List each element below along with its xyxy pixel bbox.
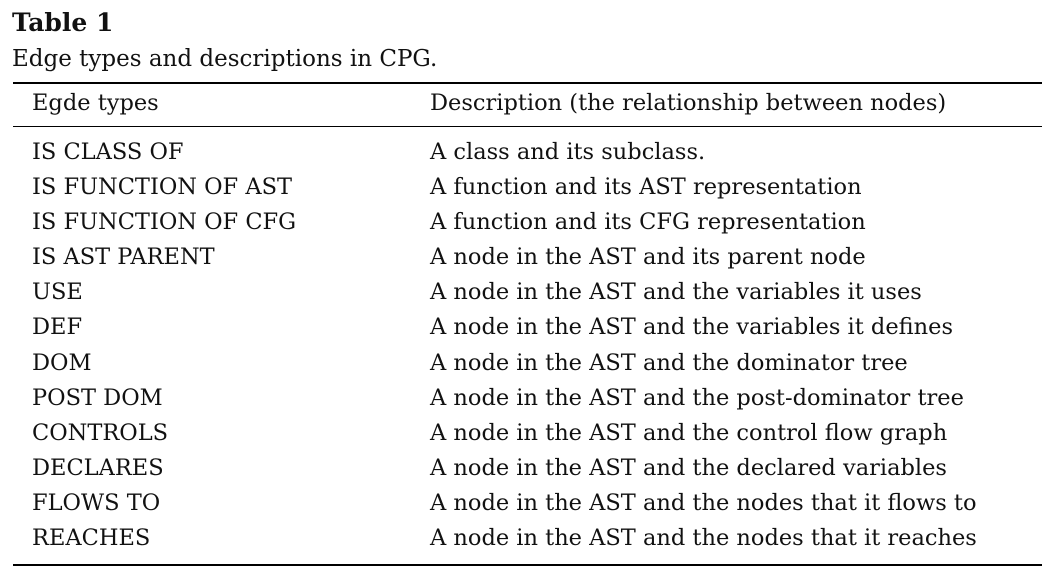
table-row: IS FUNCTION OF CFG A function and its CF… <box>0 207 1055 242</box>
edge-type-cell: FLOWS TO <box>32 489 161 516</box>
table-row: DECLARES A node in the AST and the decla… <box>0 453 1055 488</box>
table-row: REACHES A node in the AST and the nodes … <box>0 523 1055 558</box>
table-row: DEF A node in the AST and the variables … <box>0 312 1055 347</box>
header-description: Description (the relationship between no… <box>430 90 947 116</box>
header-rule <box>13 126 1042 127</box>
edge-type-cell: IS AST PARENT <box>32 244 215 271</box>
bottom-rule <box>13 564 1042 566</box>
description-cell: A node in the AST and the variables it d… <box>430 314 954 341</box>
description-cell: A node in the AST and the dominator tree <box>430 349 908 376</box>
table-row: POST DOM A node in the AST and the post-… <box>0 383 1055 418</box>
description-cell: A function and its CFG representation <box>430 209 866 236</box>
table-row: CONTROLS A node in the AST and the contr… <box>0 418 1055 453</box>
edge-type-cell: CONTROLS <box>32 419 169 446</box>
edge-type-cell: IS FUNCTION OF CFG <box>32 209 297 236</box>
table-row: USE A node in the AST and the variables … <box>0 277 1055 312</box>
top-rule <box>13 82 1042 84</box>
table-row: IS FUNCTION OF AST A function and its AS… <box>0 172 1055 207</box>
table-row: DOM A node in the AST and the dominator … <box>0 348 1055 383</box>
description-cell: A node in the AST and the nodes that it … <box>430 489 977 516</box>
description-cell: A node in the AST and the post-dominator… <box>430 384 964 411</box>
description-cell: A function and its AST representation <box>430 174 862 201</box>
table-row: FLOWS TO A node in the AST and the nodes… <box>0 488 1055 523</box>
table-row: IS CLASS OF A class and its subclass. <box>0 137 1055 172</box>
table-row: IS AST PARENT A node in the AST and its … <box>0 242 1055 277</box>
description-cell: A node in the AST and its parent node <box>430 244 866 271</box>
description-cell: A node in the AST and the declared varia… <box>430 454 947 481</box>
table-label: Table 1 <box>12 8 114 37</box>
description-cell: A node in the AST and the control flow g… <box>430 419 948 446</box>
edge-type-cell: POST DOM <box>32 384 163 411</box>
edge-type-cell: REACHES <box>32 525 151 552</box>
edge-type-cell: IS FUNCTION OF AST <box>32 174 292 201</box>
edge-type-cell: DOM <box>32 349 92 376</box>
edge-type-cell: IS CLASS OF <box>32 139 184 165</box>
table-body: IS CLASS OF A class and its subclass. IS… <box>0 137 1055 558</box>
header-edge-types: Egde types <box>32 90 159 116</box>
edge-type-cell: DEF <box>32 314 83 341</box>
edge-type-cell: DECLARES <box>32 454 164 481</box>
edge-type-cell: USE <box>32 279 83 306</box>
description-cell: A class and its subclass. <box>430 139 706 165</box>
description-cell: A node in the AST and the variables it u… <box>430 279 922 306</box>
description-cell: A node in the AST and the nodes that it … <box>430 525 977 552</box>
table-caption: Edge types and descriptions in CPG. <box>12 46 438 72</box>
